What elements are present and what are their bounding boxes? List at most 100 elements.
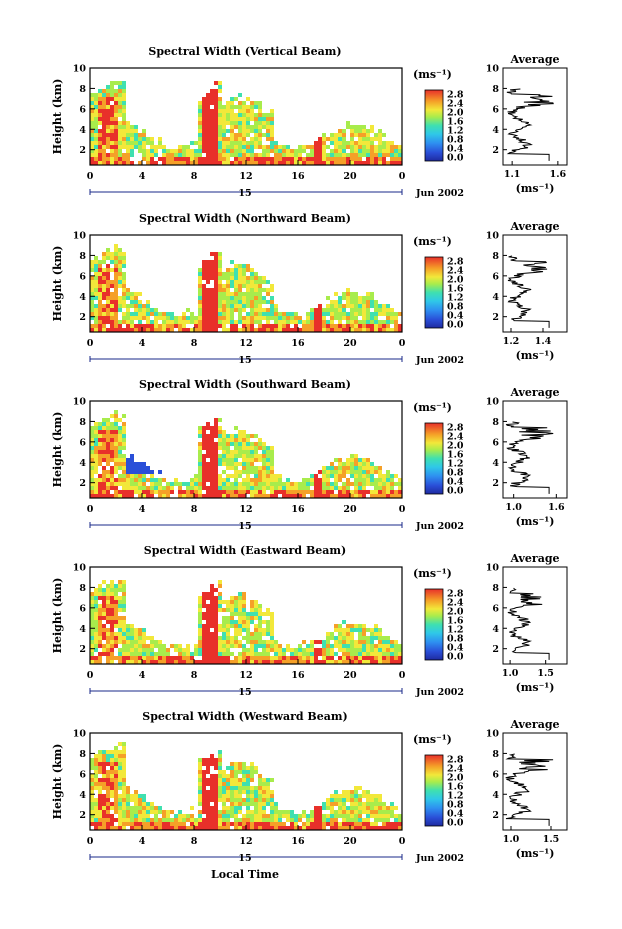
panel-4: Spectral Width (Westward Beam) Height (km… <box>51 710 568 864</box>
colorbar-tick-label: 2.8 <box>447 589 464 600</box>
average-x-tick-label: 1.4 <box>535 336 552 347</box>
x-tick-label: 16 <box>291 836 305 847</box>
average-x-tick-label: 1.1 <box>504 169 521 180</box>
average-y-tick-label: 6 <box>492 104 499 115</box>
colorbar-tick-label: 1.6 <box>447 117 464 128</box>
average-profile-line <box>505 421 554 494</box>
x-tick-label: 16 <box>291 670 305 681</box>
colorbar-tick-label: 0.4 <box>447 311 464 322</box>
colorbar-tick-label: 2.8 <box>447 755 464 766</box>
day-label: 15 <box>238 687 251 698</box>
y-tick-label: 10 <box>73 397 87 408</box>
y-tick-label: 10 <box>73 64 87 75</box>
average-y-tick-label: 2 <box>492 644 499 655</box>
panel-3: Spectral Width (Eastward Beam) Height (km… <box>51 544 568 698</box>
x-tick-label: 12 <box>239 504 252 515</box>
colorbar-tick-label: 0.8 <box>447 302 464 313</box>
colorbar-tick-label: 0.8 <box>447 800 464 811</box>
y-tick-label: 4 <box>79 458 86 469</box>
x-tick-label: 0 <box>87 171 94 182</box>
x-tick-label: 20 <box>343 670 357 681</box>
y-tick-label: 2 <box>79 312 86 323</box>
colorbar-unit: (ms⁻¹) <box>413 567 452 580</box>
colorbar-tick-label: 1.6 <box>447 616 464 627</box>
average-profile-line <box>505 753 554 826</box>
x-tick-label: 20 <box>343 836 357 847</box>
x-tick-label: 16 <box>291 504 305 515</box>
y-tick-label: 2 <box>79 810 86 821</box>
day-label: 15 <box>238 355 251 366</box>
average-x-label: (ms⁻¹) <box>516 515 555 528</box>
x-tick-label: 20 <box>343 171 357 182</box>
x-tick-label: 0 <box>399 171 406 182</box>
average-y-tick-label: 10 <box>486 64 500 75</box>
y-axis-label: Height (km) <box>51 578 64 654</box>
panel-title: Spectral Width (Vertical Beam) <box>148 45 341 58</box>
y-axis-label: Height (km) <box>51 79 64 155</box>
colorbar-unit: (ms⁻¹) <box>413 401 452 414</box>
average-y-tick-label: 2 <box>492 145 499 156</box>
panel-title: Spectral Width (Eastward Beam) <box>144 544 346 557</box>
x-tick-label: 4 <box>139 504 146 515</box>
colorbar-tick-label: 1.2 <box>447 459 464 470</box>
colorbar-unit: (ms⁻¹) <box>413 68 452 81</box>
y-tick-label: 10 <box>73 563 87 574</box>
average-y-tick-label: 10 <box>486 231 500 242</box>
colorbar-tick-label: 2.4 <box>447 764 464 775</box>
colorbar-tick-label: 0.0 <box>447 153 464 164</box>
x-tick-label: 0 <box>399 670 406 681</box>
average-title: Average <box>509 220 559 233</box>
average-y-tick-label: 6 <box>492 271 499 282</box>
heatmap-cells <box>90 410 402 498</box>
x-tick-label: 8 <box>191 670 198 681</box>
colorbar-tick-label: 0.4 <box>447 477 464 488</box>
average-y-tick-label: 2 <box>492 810 499 821</box>
panel-title: Spectral Width (Southward Beam) <box>139 378 351 391</box>
colorbar-tick-label: 2.4 <box>447 266 464 277</box>
average-profile-line <box>507 587 550 660</box>
colorbar-unit: (ms⁻¹) <box>413 733 452 746</box>
colorbar-tick-label: 2.4 <box>447 598 464 609</box>
date-label: Jun 2002 <box>415 687 464 698</box>
average-x-tick-label: 1.0 <box>503 834 520 845</box>
x-tick-label: 4 <box>139 338 146 349</box>
average-x-tick-label: 1.0 <box>505 502 522 513</box>
y-axis-label: Height (km) <box>51 412 64 488</box>
average-y-tick-label: 6 <box>492 769 499 780</box>
average-frame <box>502 732 568 831</box>
average-profile-line <box>507 255 550 328</box>
x-axis-label: Local Time <box>211 868 279 881</box>
panel-1: Spectral Width (Northward Beam) Height (k… <box>51 212 568 366</box>
y-tick-label: 6 <box>79 271 86 282</box>
x-tick-label: 0 <box>87 836 94 847</box>
colorbar-unit: (ms⁻¹) <box>413 235 452 248</box>
date-label: Jun 2002 <box>415 853 464 864</box>
y-tick-label: 6 <box>79 603 86 614</box>
average-y-tick-label: 8 <box>492 417 499 428</box>
y-tick-label: 8 <box>79 749 86 760</box>
average-x-tick-label: 1.6 <box>550 169 567 180</box>
average-y-tick-label: 8 <box>492 84 499 95</box>
colorbar-tick-label: 0.8 <box>447 634 464 645</box>
date-label: Jun 2002 <box>415 355 464 366</box>
average-x-tick-label: 1.0 <box>502 668 519 679</box>
colorbar-tick-label: 0.8 <box>447 468 464 479</box>
y-tick-label: 10 <box>73 231 87 242</box>
colorbar-tick-label: 2.0 <box>447 275 464 286</box>
x-tick-label: 20 <box>343 504 357 515</box>
y-axis-label: Height (km) <box>51 246 64 322</box>
colorbar-tick-label: 0.0 <box>447 486 464 497</box>
x-tick-label: 0 <box>87 504 94 515</box>
colorbar <box>424 89 444 162</box>
colorbar-tick-label: 2.0 <box>447 773 464 784</box>
date-label: Jun 2002 <box>415 188 464 199</box>
panel-title: Spectral Width (Northward Beam) <box>139 212 351 225</box>
day-label: 15 <box>238 521 251 532</box>
average-x-label: (ms⁻¹) <box>516 349 555 362</box>
average-x-tick-label: 1.6 <box>548 502 565 513</box>
average-profile-line <box>506 88 554 161</box>
y-tick-label: 2 <box>79 145 86 156</box>
average-title: Average <box>509 53 559 66</box>
y-tick-label: 6 <box>79 104 86 115</box>
x-tick-label: 0 <box>399 836 406 847</box>
